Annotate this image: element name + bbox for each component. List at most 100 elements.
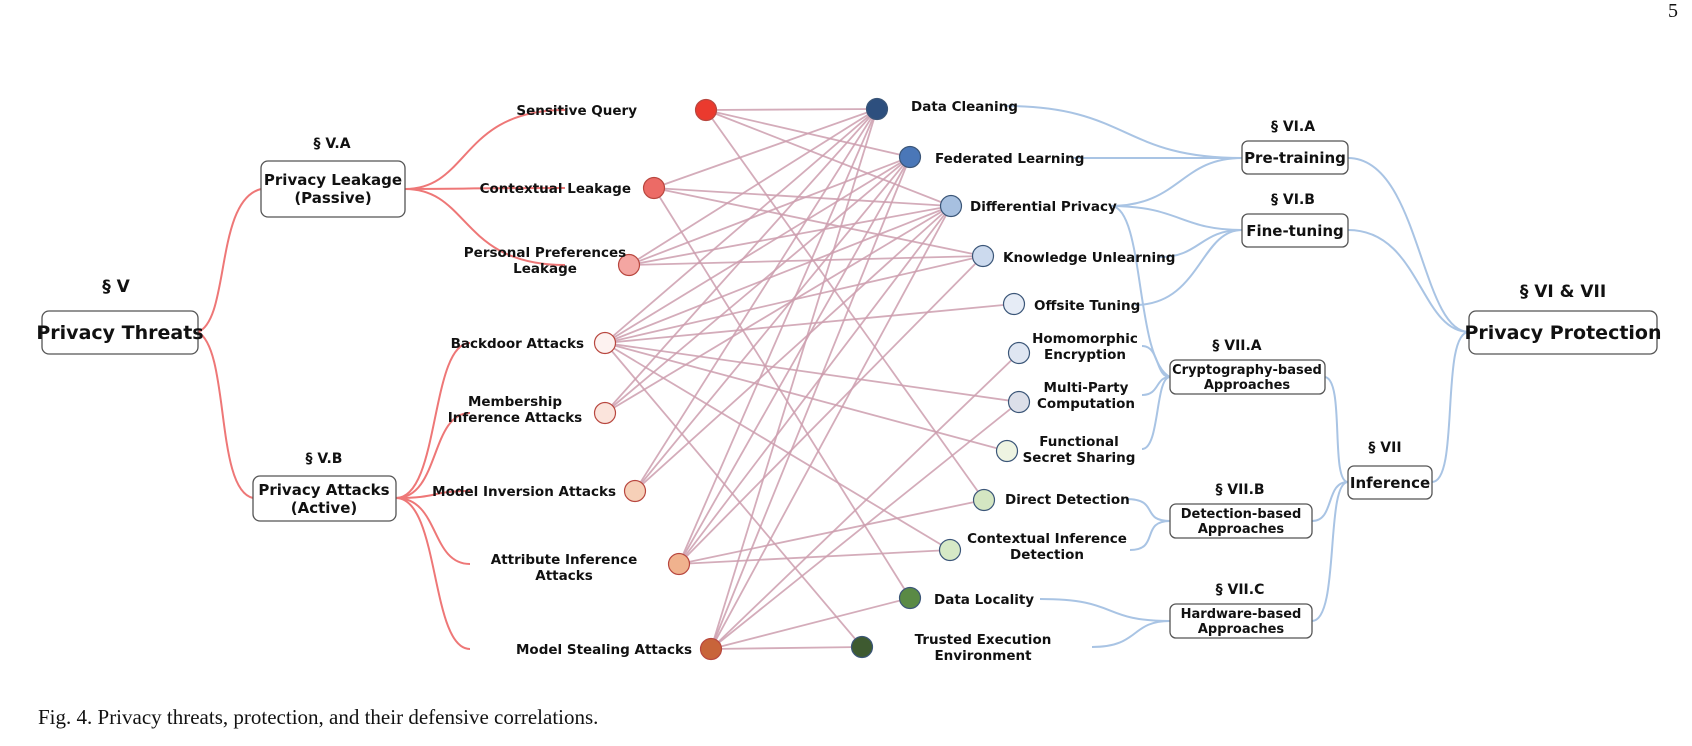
protection-tree-curve — [1347, 157, 1470, 333]
defense-label: Offsite Tuning — [1034, 298, 1140, 314]
defense-label: Knowledge Unlearning — [1003, 250, 1175, 266]
threat-tree-curve — [395, 490, 471, 499]
correlation-line — [604, 342, 951, 551]
threat-label: Personal Preferences — [464, 245, 626, 261]
correlation-line — [604, 205, 952, 414]
protection-group-crypto-line-2: Approaches — [1204, 378, 1291, 393]
defense-label: Direct Detection — [1005, 492, 1130, 508]
protection-tree-curve — [1039, 598, 1171, 622]
correlation-line — [710, 352, 1020, 650]
threat-node — [699, 637, 723, 661]
defense-label: Data Locality — [934, 592, 1034, 608]
defense-node — [898, 145, 922, 169]
inference-group-section: § VII — [1368, 440, 1401, 456]
threat-group-a-box — [260, 160, 406, 218]
threat-tree-curve — [404, 188, 566, 266]
threat-tree-curves — [197, 109, 566, 650]
protection-tree-curve — [1091, 620, 1171, 648]
root-right-title: Privacy Protection — [1464, 322, 1661, 344]
protection-group-pretraining-box — [1241, 140, 1349, 175]
protection-group-crypto-box — [1169, 359, 1326, 395]
threat-label: Membership — [468, 394, 562, 410]
protection-group-finetuning-box — [1241, 213, 1349, 248]
correlation-lines — [604, 108, 1020, 650]
correlation-line — [628, 205, 952, 266]
protection-tree-curve — [1125, 498, 1171, 522]
threat-group-a-section: § V.A — [313, 136, 350, 152]
protection-tree-curve — [1347, 229, 1470, 333]
correlation-line — [604, 108, 878, 414]
defense-node — [865, 97, 889, 121]
threat-group-b-line-1: Privacy Attacks — [258, 481, 389, 499]
root-left-box — [41, 310, 199, 355]
threat-label: Contextual Leakage — [480, 181, 631, 197]
inference-group-box — [1347, 465, 1433, 500]
threat-label: Leakage — [513, 261, 577, 277]
protection-tree-curve — [1134, 229, 1243, 306]
correlation-line — [653, 187, 952, 207]
threat-tree-curve — [197, 188, 262, 333]
threat-tree-curve — [404, 187, 566, 190]
defense-label: Functional — [1039, 434, 1118, 450]
protection-group-hardware-section: § VII.C — [1216, 582, 1265, 598]
protection-group-crypto-section: § VII.A — [1212, 338, 1261, 354]
correlation-line — [710, 597, 911, 650]
threat-tree-curve — [197, 331, 254, 499]
protection-group-detection-section: § VII.B — [1215, 482, 1264, 498]
defense-node — [898, 586, 922, 610]
protection-group-hardware-box — [1169, 603, 1313, 639]
defense-label: Multi-Party — [1044, 380, 1129, 396]
correlation-line — [604, 303, 1015, 344]
protection-tree-curve — [1141, 376, 1171, 450]
protection-group-finetuning-label: Fine-tuning — [1246, 222, 1344, 240]
threat-tree-curve — [395, 497, 471, 650]
correlation-line — [678, 108, 878, 565]
threat-tree-curve — [395, 412, 471, 499]
correlation-line — [634, 156, 911, 492]
defense-label: Homomorphic — [1032, 331, 1138, 347]
correlation-line — [634, 205, 952, 492]
defense-label: Federated Learning — [935, 151, 1084, 167]
threat-group-a-line-1: Privacy Leakage — [264, 171, 402, 189]
protection-tree-curve — [1311, 481, 1349, 522]
protection-tree-curve — [1109, 157, 1243, 207]
defense-node — [1007, 390, 1031, 414]
defense-node — [972, 488, 996, 512]
protection-tree-curve — [1141, 345, 1171, 378]
protection-group-hardware-line-2: Approaches — [1198, 622, 1285, 637]
threat-group-a-line-2: (Passive) — [294, 189, 371, 207]
correlation-line — [678, 549, 951, 565]
defense-node — [995, 439, 1019, 463]
threat-label: Backdoor Attacks — [451, 336, 584, 352]
threat-tree-curve — [404, 109, 566, 190]
correlation-line — [705, 108, 878, 111]
root-right-box — [1468, 310, 1658, 355]
correlation-line — [653, 187, 984, 257]
correlation-line — [604, 156, 911, 344]
protection-group-hardware-line-1: Hardware-based — [1181, 607, 1302, 622]
threat-node — [617, 253, 641, 277]
figure-caption: Fig. 4. Privacy threats, protection, and… — [38, 705, 599, 729]
protection-tree-curve — [1129, 520, 1171, 551]
threat-node — [593, 401, 617, 425]
defense-label: Trusted Execution — [915, 632, 1052, 648]
correlation-line — [678, 255, 984, 565]
correlation-line — [604, 156, 911, 414]
inference-group-title: Inference — [1350, 474, 1430, 492]
correlation-line — [604, 205, 952, 344]
defense-nodes: Data Cleaning Federated Learning Different… — [850, 97, 1175, 664]
root-left-section: § V — [102, 277, 130, 297]
root-left-title: Privacy Threats — [36, 322, 203, 344]
defense-label: Contextual Inference — [967, 531, 1127, 547]
defense-label: Environment — [934, 648, 1032, 664]
threat-group-b-box — [252, 475, 397, 522]
protection-tree-curve — [1003, 105, 1243, 159]
correlation-line — [653, 108, 878, 189]
defense-label: Detection — [1010, 547, 1084, 563]
threat-tree-curve — [395, 342, 471, 499]
defense-node — [1007, 341, 1031, 365]
defense-label: Encryption — [1044, 347, 1126, 363]
threat-node — [623, 479, 647, 503]
defense-node — [939, 194, 963, 218]
defense-label: Differential Privacy — [970, 199, 1117, 215]
